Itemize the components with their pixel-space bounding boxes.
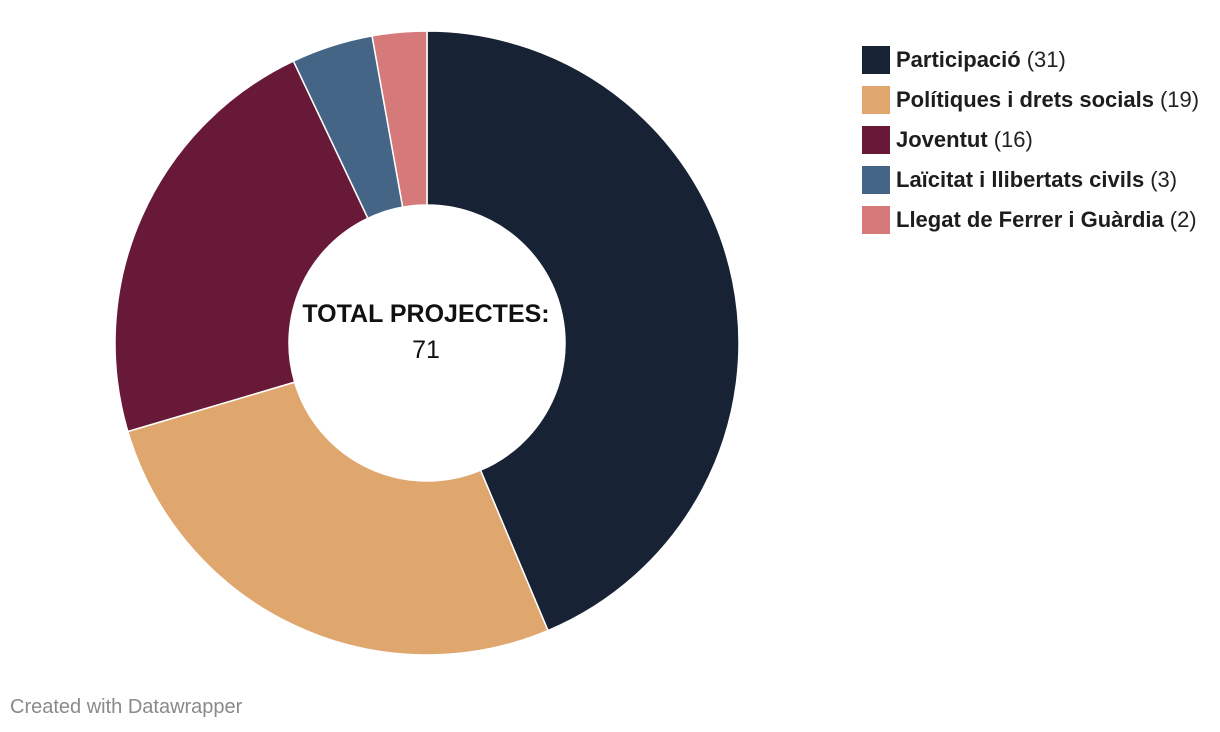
legend-count: (16): [993, 127, 1033, 152]
total-value: 71: [412, 336, 440, 364]
legend-count: (19): [1159, 87, 1200, 112]
donut-chart: [114, 30, 740, 656]
legend-count: (31): [1026, 47, 1066, 72]
legend-swatch: [862, 166, 890, 194]
legend-item-politiques: Polítiques i drets socials (19): [862, 80, 1199, 120]
legend-item-laicitat: Laïcitat i llibertats civils (3): [862, 160, 1199, 200]
legend-swatch: [862, 46, 890, 74]
donut-slice-1: [126, 381, 549, 656]
donut-slice-2: [114, 60, 369, 433]
legend-label: Llegat de Ferrer i Guàrdia: [896, 207, 1164, 232]
legend-label: Participació: [896, 47, 1021, 72]
legend-count: (3): [1150, 167, 1178, 192]
legend-label: Laïcitat i llibertats civils: [896, 167, 1145, 192]
legend-count: (2): [1169, 207, 1197, 232]
donut-slice-0: [426, 30, 740, 632]
legend-swatch: [862, 206, 890, 234]
legend-item-joventut: Joventut (16): [862, 120, 1199, 160]
legend-label: Polítiques i drets socials: [896, 87, 1154, 112]
donut-slice-4: [371, 30, 428, 209]
datawrapper-credit: Created with Datawrapper: [10, 696, 243, 718]
legend-swatch: [862, 86, 890, 114]
legend: Participació (31) Polítiques i drets soc…: [862, 40, 1199, 240]
legend-swatch: [862, 126, 890, 154]
donut-center-label: TOTAL PROJECTES: 71: [276, 296, 576, 368]
legend-item-llegat: Llegat de Ferrer i Guàrdia (2): [862, 200, 1199, 240]
legend-item-participacio: Participació (31): [862, 40, 1199, 80]
legend-label: Joventut: [896, 127, 988, 152]
total-title: TOTAL PROJECTES:: [302, 300, 550, 328]
